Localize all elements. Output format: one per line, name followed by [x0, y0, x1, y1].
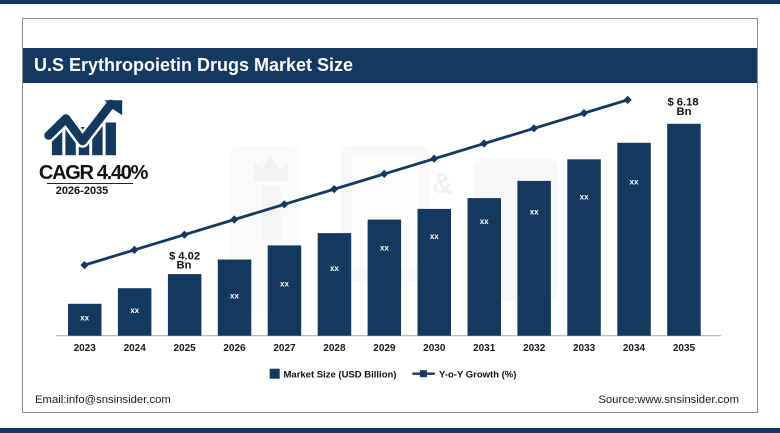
- svg-text:Bn: Bn: [177, 259, 192, 271]
- svg-text:xx: xx: [280, 279, 289, 288]
- svg-text:2024: 2024: [124, 343, 147, 354]
- svg-text:Email:info@snsinsider.com: Email:info@snsinsider.com: [35, 394, 171, 406]
- svg-text:2028: 2028: [323, 343, 346, 354]
- svg-text:2032: 2032: [523, 343, 546, 354]
- svg-text:xx: xx: [530, 208, 539, 217]
- svg-text:2035: 2035: [673, 343, 696, 354]
- svg-text:Bn: Bn: [677, 106, 692, 118]
- svg-text:2025: 2025: [173, 343, 196, 354]
- svg-text:xx: xx: [230, 292, 239, 301]
- svg-text:2029: 2029: [373, 343, 396, 354]
- svg-text:xx: xx: [330, 264, 339, 273]
- svg-text:2026: 2026: [223, 343, 246, 354]
- svg-text:2027: 2027: [273, 343, 296, 354]
- svg-text:2031: 2031: [473, 343, 496, 354]
- svg-text:2033: 2033: [573, 343, 596, 354]
- svg-text:Market Size (USD Billion): Market Size (USD Billion): [284, 369, 397, 380]
- svg-text:xx: xx: [130, 306, 139, 315]
- svg-text:Y-o-Y Growth (%): Y-o-Y Growth (%): [439, 369, 516, 380]
- svg-text:xx: xx: [430, 232, 439, 241]
- svg-text:2030: 2030: [423, 343, 446, 354]
- svg-text:&: &: [432, 168, 453, 200]
- svg-text:2023: 2023: [74, 343, 97, 354]
- svg-text:2034: 2034: [623, 343, 646, 354]
- svg-text:xx: xx: [580, 193, 589, 202]
- svg-text:Source:www.snsinsider.com: Source:www.snsinsider.com: [598, 394, 739, 406]
- svg-text:xx: xx: [630, 177, 639, 186]
- svg-text:xx: xx: [380, 244, 389, 253]
- svg-text:xx: xx: [80, 314, 89, 323]
- svg-text:$ 4.02: $ 4.02: [169, 251, 200, 263]
- svg-text:$ 6.18: $ 6.18: [667, 96, 698, 108]
- svg-text:xx: xx: [480, 217, 489, 226]
